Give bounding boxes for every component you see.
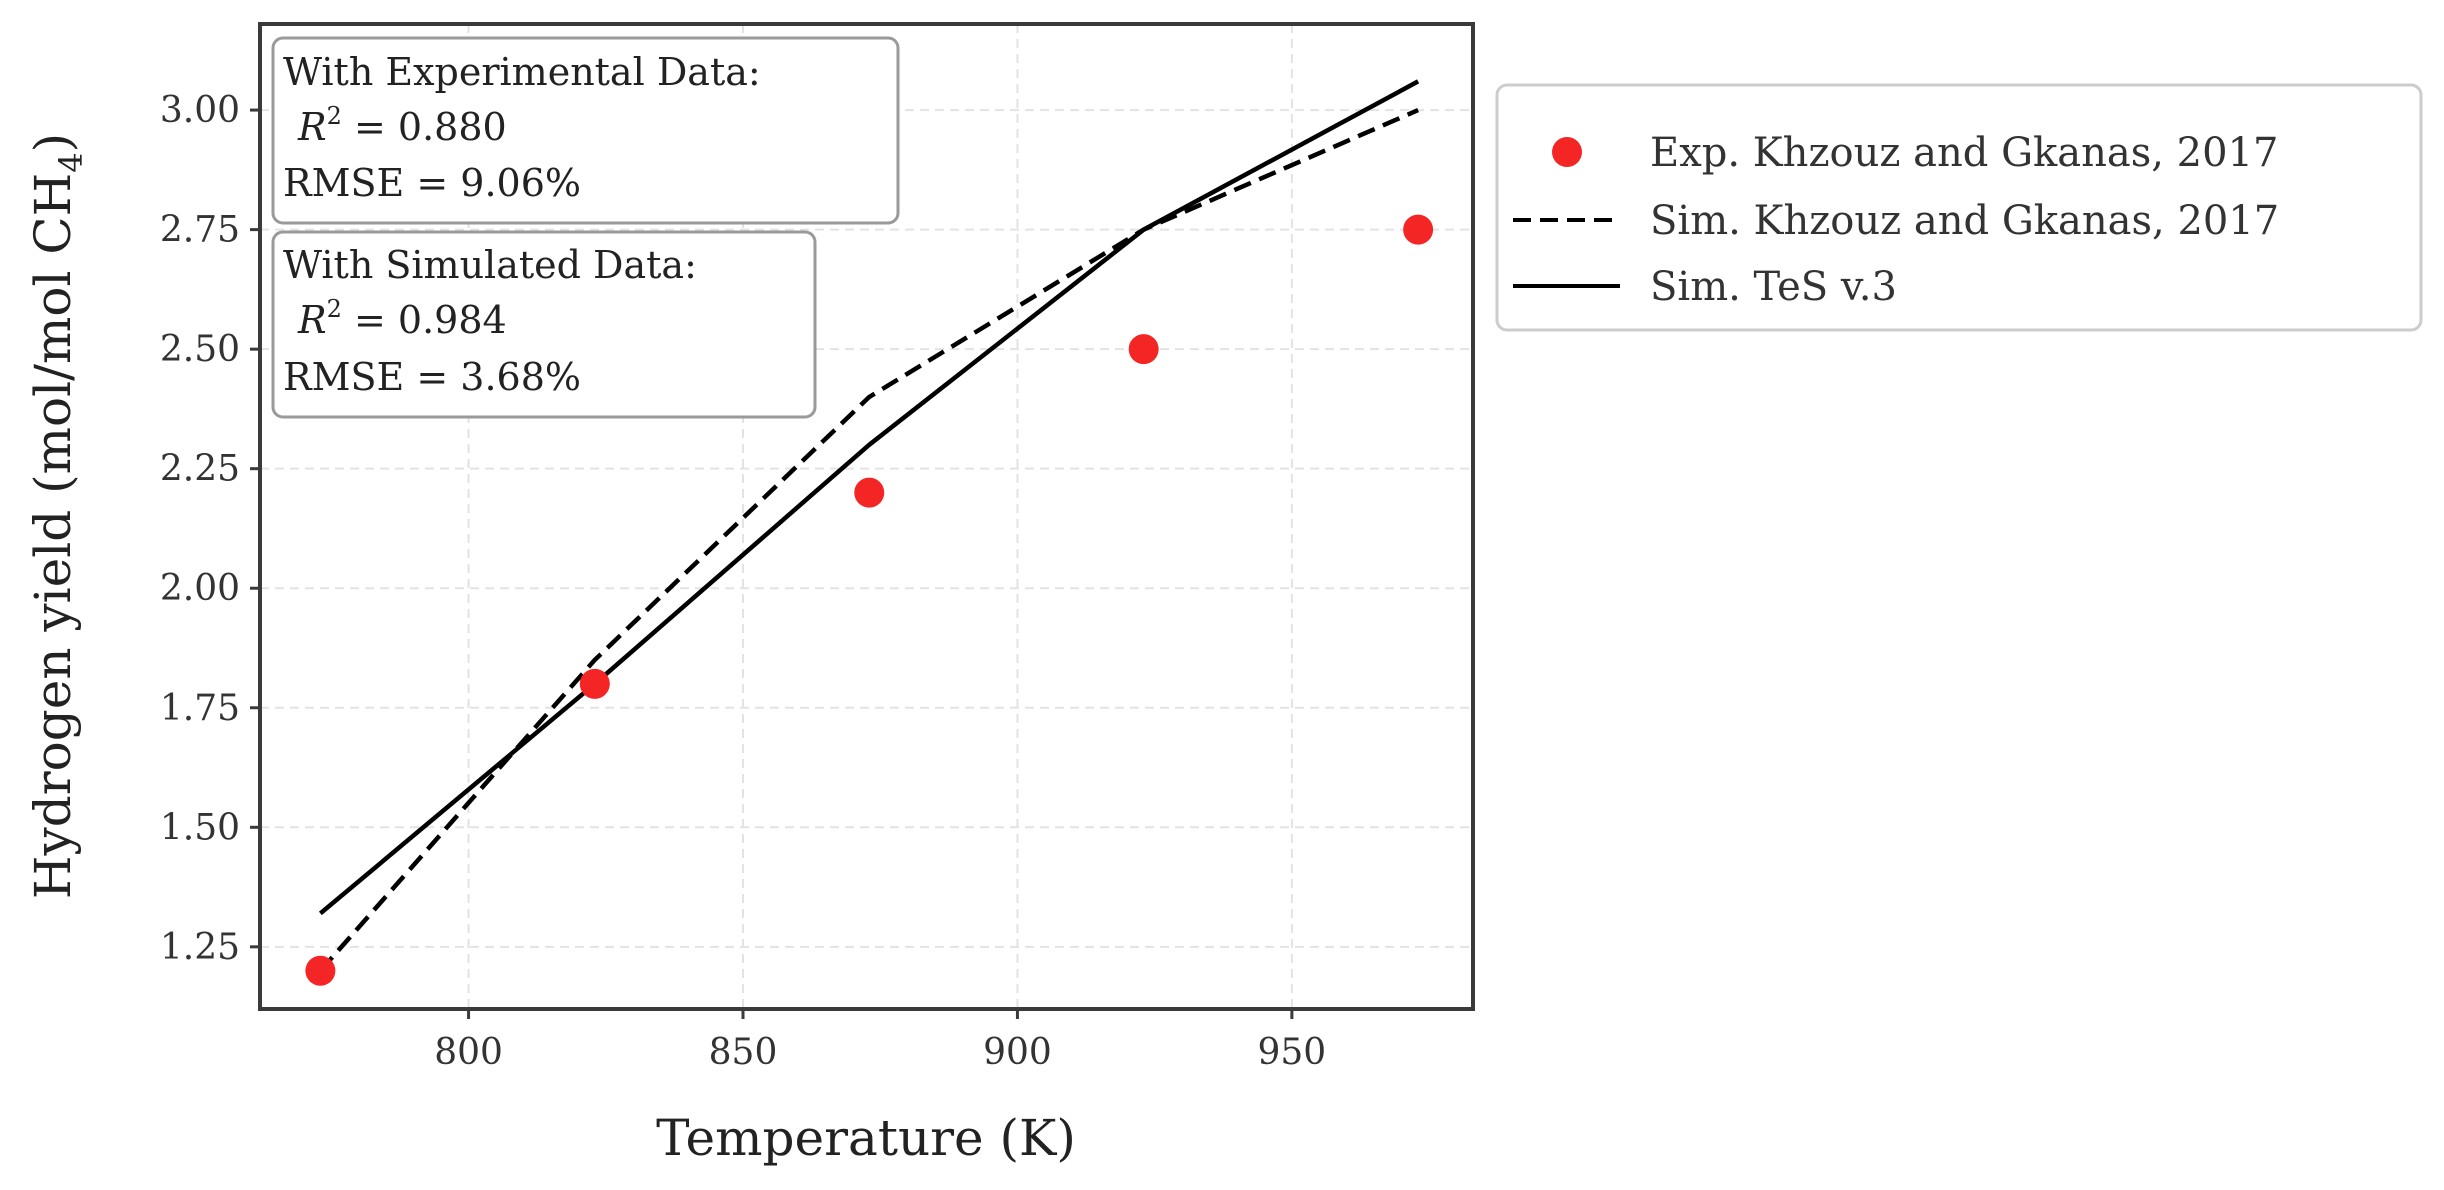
annotation-simulated-title: With Simulated Data: — [283, 243, 697, 287]
x-tick-label-900: 900 — [983, 1032, 1052, 1073]
y-axis-title-close: ) — [24, 133, 82, 153]
annotation-simulated: With Simulated Data: R2 = 0.984 RMSE = 3… — [271, 230, 817, 419]
annotation-experimental-box — [271, 36, 900, 225]
annotation-simulated-r2-symbol: R — [297, 298, 327, 342]
x-axis-ticks: 800 850 900 950 — [434, 1009, 1326, 1073]
y-axis-title-subscript: 4 — [52, 152, 90, 172]
annotation-experimental-rmse: RMSE = 9.06% — [283, 161, 581, 205]
y-tick-label-2.25: 2.25 — [160, 449, 240, 490]
annotation-experimental-title: With Experimental Data: — [283, 50, 761, 94]
legend-marker-exp — [1552, 137, 1582, 167]
legend-box — [1495, 83, 2423, 332]
y-tick-label-1.25: 1.25 — [160, 927, 240, 968]
scatter-point-0 — [305, 955, 336, 986]
annotation-simulated-box — [271, 230, 817, 419]
scatter-point-2 — [854, 477, 885, 508]
annotation-simulated-r2: R2 = 0.984 — [297, 295, 507, 342]
annotation-experimental-r2-exp: 2 — [327, 102, 342, 130]
scatter-point-1 — [579, 668, 610, 699]
y-axis-title: Hydrogen yield (mol/mol CH4) — [24, 133, 90, 899]
y-axis-title-main: Hydrogen yield (mol/mol CH — [24, 173, 82, 899]
annotation-experimental: With Experimental Data: R2 = 0.880 RMSE … — [271, 36, 900, 225]
x-tick-label-800: 800 — [434, 1032, 503, 1073]
annotation-simulated-r2-exp: 2 — [327, 295, 342, 323]
series-line-1 — [318, 108, 1419, 973]
scatter-point-3 — [1128, 334, 1159, 365]
legend-label-sim-tes: Sim. TeS v.3 — [1650, 264, 1897, 310]
legend-label-sim-khzouz: Sim. Khzouz and Gkanas, 2017 — [1650, 198, 2279, 244]
y-tick-label-2.75: 2.75 — [160, 210, 240, 251]
annotation-experimental-r2: R2 = 0.880 — [297, 102, 507, 149]
x-tick-label-850: 850 — [709, 1032, 778, 1073]
series-line-2 — [318, 79, 1420, 916]
scatter-point-4 — [1403, 214, 1434, 245]
y-tick-label-1.50: 1.50 — [160, 807, 240, 848]
annotation-simulated-r2-value: = 0.984 — [342, 298, 507, 342]
y-tick-label-2.50: 2.50 — [160, 329, 240, 370]
legend-label-exp: Exp. Khzouz and Gkanas, 2017 — [1650, 130, 2278, 176]
series-layer — [305, 79, 1434, 986]
annotation-experimental-r2-value: = 0.880 — [342, 105, 507, 149]
legend: Exp. Khzouz and Gkanas, 2017 Sim. Khzouz… — [1495, 83, 2423, 332]
y-tick-label-2.00: 2.00 — [160, 568, 240, 609]
x-tick-label-950: 950 — [1258, 1032, 1327, 1073]
annotation-experimental-r2-symbol: R — [297, 105, 327, 149]
y-tick-label-1.75: 1.75 — [160, 688, 240, 729]
plot-frame — [258, 22, 1475, 1011]
annotation-simulated-rmse: RMSE = 3.68% — [283, 355, 581, 399]
x-axis-title: Temperature (K) — [656, 1109, 1076, 1167]
y-tick-label-3.00: 3.00 — [160, 90, 240, 131]
y-axis-ticks: 1.25 1.50 1.75 2.00 2.25 2.50 2.75 3.00 — [160, 90, 260, 968]
